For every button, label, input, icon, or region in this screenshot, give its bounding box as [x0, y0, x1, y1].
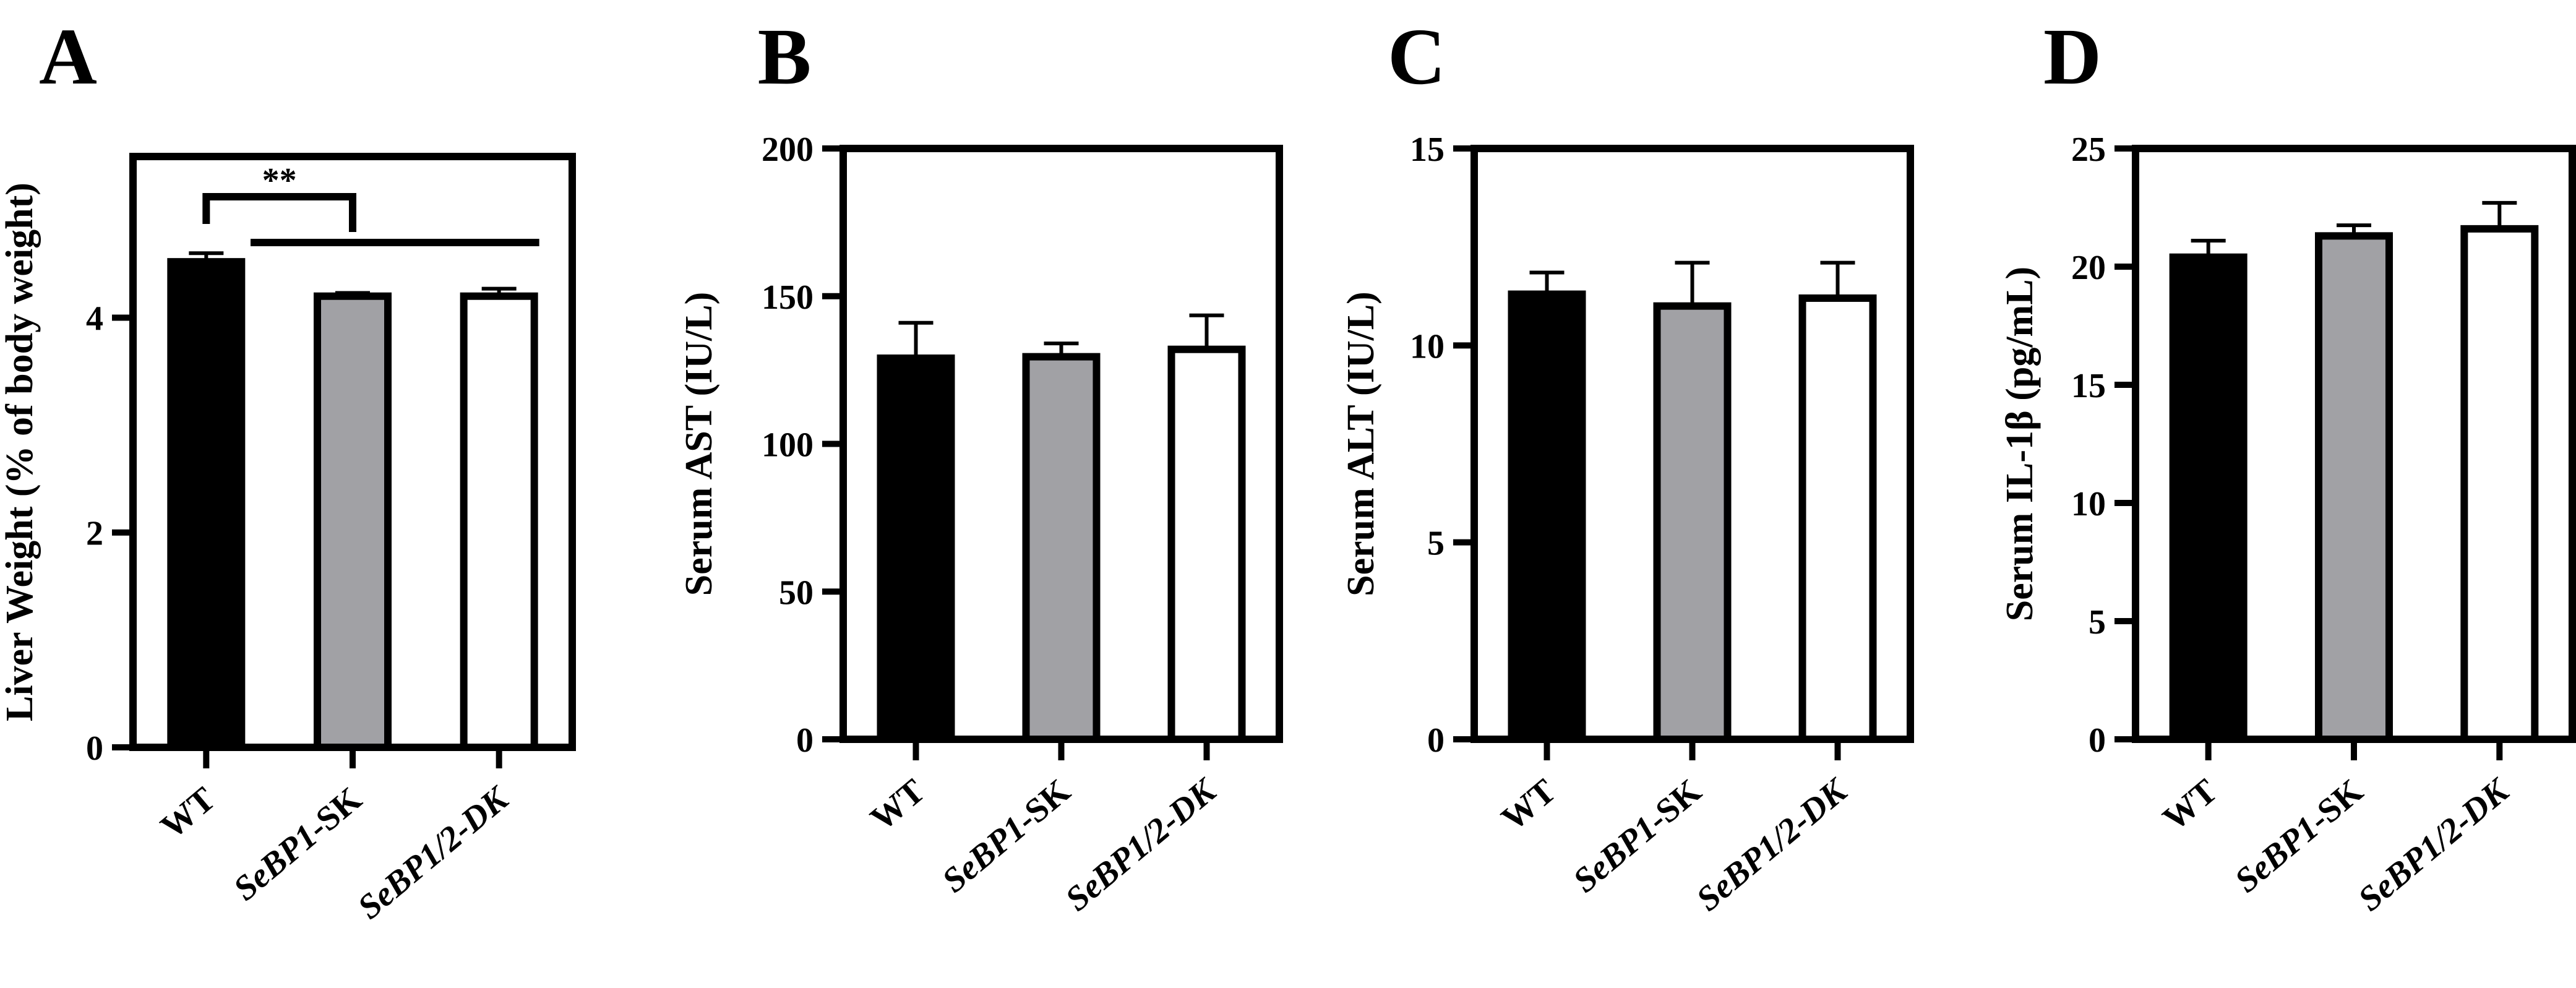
panel-letter: A	[39, 12, 97, 101]
bar	[1022, 353, 1101, 743]
bar	[2460, 225, 2539, 743]
y-tick-label: 10	[2071, 485, 2106, 523]
category-label: WT	[153, 780, 222, 846]
y-axis-title: Serum IL-1β (pg/mL)	[1999, 267, 2041, 621]
category-label: SeBP1/2-DK	[2351, 770, 2517, 919]
bar	[2315, 232, 2393, 743]
panel-letter: B	[758, 12, 812, 101]
category-label: SeBP1/2-DK	[1689, 770, 1856, 919]
y-tick-label: 0	[1427, 721, 1445, 760]
category-label-italic: SeBP1	[935, 809, 1033, 900]
bar	[1508, 290, 1586, 744]
y-tick-label: 4	[86, 299, 103, 338]
category-label: WT	[863, 771, 932, 838]
category-label: SeBP1-SK	[2228, 771, 2371, 900]
y-tick-label: 100	[762, 426, 814, 465]
category-label-italic: SeBP1	[226, 817, 325, 908]
y-tick-label: 25	[2071, 131, 2106, 169]
panel-letter: C	[1388, 12, 1446, 101]
bar	[460, 292, 538, 751]
y-tick-label: 0	[796, 721, 814, 760]
category-label-italic: SeBP1	[2228, 809, 2326, 900]
bar	[1798, 294, 1877, 743]
y-tick-label: 5	[1427, 525, 1445, 563]
category-label: SeBP1/2-DK	[1058, 770, 1225, 919]
category-label: WT	[1494, 771, 1563, 838]
category-label: SeBP1-SK	[1566, 771, 1709, 900]
bar	[1167, 345, 1246, 743]
y-axis-title: Liver Weight (% of body weight)	[0, 183, 41, 721]
y-tick-label: 200	[762, 131, 814, 169]
y-tick-label: 15	[2071, 367, 2106, 405]
panel-c: C 0 5 10 15 Serum ALT (IU/L) WTSeBP1-SKSeBP1/2…	[1340, 12, 1914, 919]
panel-d: D 0 5 10 15 20 25 Serum IL-1β (pg/mL) WTSeBP1-SK…	[1999, 12, 2576, 919]
significance-label: **	[262, 161, 297, 200]
panel-letter: D	[2043, 12, 2102, 101]
category-label-italic: SeBP1	[1566, 809, 1664, 900]
bar	[167, 258, 246, 751]
y-tick-label: 10	[1410, 327, 1445, 366]
panel-b: B 0 50 100 150 200 Serum AST (IU/L) WTSeBP1-SKS…	[678, 12, 1283, 919]
category-label: WT	[2156, 771, 2225, 838]
y-axis-title: Serum AST (IU/L)	[678, 292, 720, 596]
y-tick-label: 20	[2071, 249, 2106, 287]
y-tick-label: 0	[86, 729, 103, 768]
y-tick-label: 5	[2089, 603, 2106, 642]
bar	[314, 292, 392, 751]
significance-bracket	[202, 193, 356, 232]
y-tick-label: 0	[2089, 721, 2106, 760]
y-tick-label: 2	[86, 515, 103, 553]
category-label: SeBP1/2-DK	[351, 778, 517, 927]
y-tick-label: 150	[762, 278, 814, 317]
category-label: SeBP1-SK	[935, 771, 1078, 900]
bar	[2169, 253, 2248, 744]
y-axis-title: Serum ALT (IU/L)	[1340, 291, 1382, 596]
category-label: SeBP1-SK	[226, 780, 369, 908]
bar	[877, 354, 955, 743]
bar	[1653, 302, 1732, 743]
y-tick-label: 15	[1410, 131, 1445, 169]
y-tick-label: 50	[779, 573, 814, 612]
